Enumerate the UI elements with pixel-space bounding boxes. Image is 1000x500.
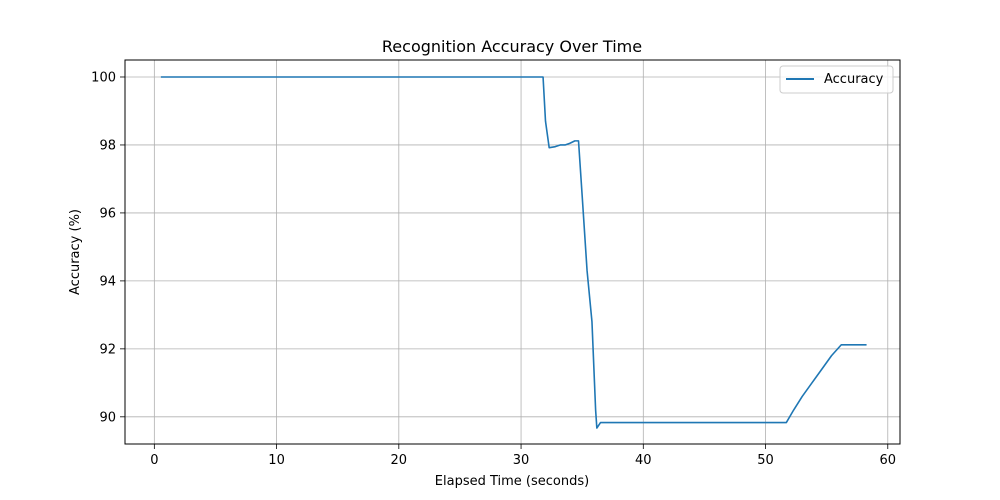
plot-frame <box>124 59 901 445</box>
y-axis-ticks: 90 92 94 96 98 100 <box>91 70 125 425</box>
x-tick-label: 0 <box>150 453 158 468</box>
y-tick-label: 94 <box>99 274 116 289</box>
y-tick-label: 96 <box>99 206 116 221</box>
legend-box <box>779 65 894 94</box>
y-tick-label: 92 <box>99 342 116 357</box>
legend: Accuracy <box>779 65 894 94</box>
x-tick-label: 30 <box>513 453 530 468</box>
y-tick-label: 98 <box>99 138 116 153</box>
x-axis-ticks: 0 10 20 30 40 50 60 <box>150 444 896 468</box>
x-tick-label: 20 <box>391 453 408 468</box>
y-tick-label: 100 <box>91 70 116 85</box>
y-axis-label: Accuracy (%) <box>68 209 83 295</box>
y-tick-label: 90 <box>99 410 116 425</box>
chart-title: Recognition Accuracy Over Time <box>382 37 642 56</box>
series-layer <box>160 76 867 429</box>
grid <box>125 60 900 444</box>
series-line-accuracy <box>160 76 867 429</box>
x-axis-label: Elapsed Time (seconds) <box>435 474 589 489</box>
legend-label: Accuracy <box>824 72 884 87</box>
x-tick-label: 40 <box>635 453 652 468</box>
x-tick-label: 50 <box>757 453 774 468</box>
x-tick-label: 60 <box>880 453 897 468</box>
x-tick-label: 10 <box>268 453 285 468</box>
